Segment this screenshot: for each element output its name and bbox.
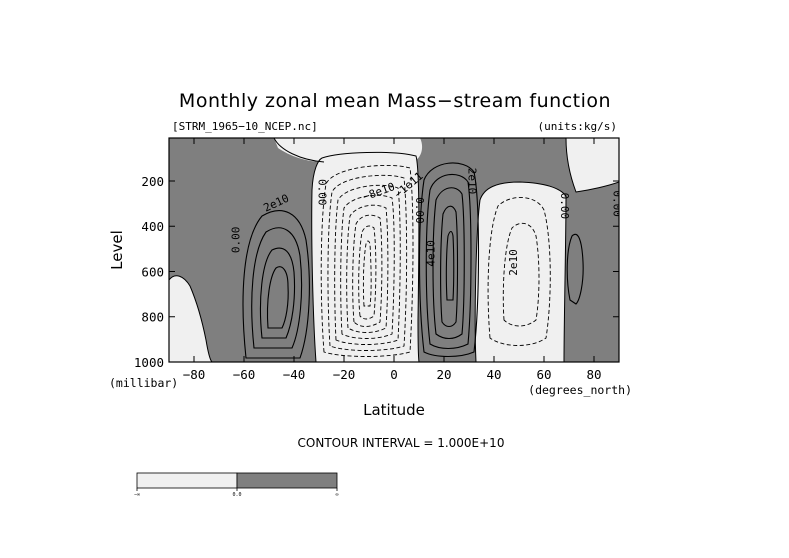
y-tick-label: 1000 (134, 355, 164, 370)
colorbar-tick-min: −∞ (134, 492, 140, 498)
units-label: (units:kg/s) (538, 120, 617, 133)
contour-label: 2e10 (466, 168, 479, 195)
x-tick-label: 40 (486, 367, 501, 382)
x-tick-label: −60 (233, 367, 256, 382)
southern-ferrel-contours (242, 210, 310, 359)
y-tick-label: 400 (141, 219, 164, 234)
chart-title: Monthly zonal mean Mass−stream function (179, 90, 611, 112)
contour-label: 0.00 (230, 227, 243, 254)
y-tick-label: 800 (141, 310, 164, 325)
y-tick-label: 600 (141, 264, 164, 279)
negative-region-upper-south (274, 138, 423, 162)
colorbar-tick-zero: 0.0 (232, 492, 241, 498)
colorbar: −∞ 0.0 ∞ (134, 472, 339, 498)
negative-region-polar-top (566, 138, 619, 192)
x-tick-label: 20 (436, 367, 451, 382)
southern-hadley-contours (320, 164, 414, 357)
x-axis-label: Latitude (363, 401, 425, 419)
file-label: [STRM_1965−10_NCEP.nc] (172, 120, 318, 133)
contour-label: 4e10 (425, 240, 438, 266)
colorbar-positive-swatch (236, 472, 338, 489)
contour-label: 0.00 (611, 190, 624, 217)
negative-region-southern-hadley (311, 152, 419, 362)
x-unit-label: (degrees_north) (528, 383, 632, 397)
y-axis: 200 400 600 800 1000 (134, 174, 619, 370)
contour-interval-text: CONTOUR INTERVAL = 1.000E+10 (298, 436, 505, 450)
contour-label: 0.00 (558, 193, 571, 220)
y-axis-label: Level (108, 230, 126, 270)
contour-label: 0.00 (316, 179, 329, 206)
zero-contours (169, 138, 619, 362)
x-tick-label: −40 (283, 367, 306, 382)
colorbar-tick-max: ∞ (335, 492, 338, 498)
x-tick-label: −80 (183, 367, 206, 382)
northern-hadley-contours (418, 162, 480, 358)
x-tick-label: 60 (536, 367, 551, 382)
negative-region-northern-ferrel (475, 182, 566, 362)
colorbar-negative-swatch (136, 472, 238, 489)
northern-ferrel-contours (487, 197, 551, 346)
y-tick-label: 200 (141, 174, 164, 189)
x-axis: −80 −60 −40 −20 0 20 40 60 80 (183, 138, 602, 382)
negative-region-southern-polar (169, 275, 212, 362)
polar-cell-contour (566, 233, 584, 305)
contour-label: 0.00 (413, 197, 426, 224)
x-tick-label: 80 (586, 367, 601, 382)
x-tick-label: 0 (390, 367, 398, 382)
contour-label: 2e10 (507, 249, 520, 276)
x-tick-label: −20 (333, 367, 356, 382)
y-unit-label: (millibar) (109, 376, 178, 390)
